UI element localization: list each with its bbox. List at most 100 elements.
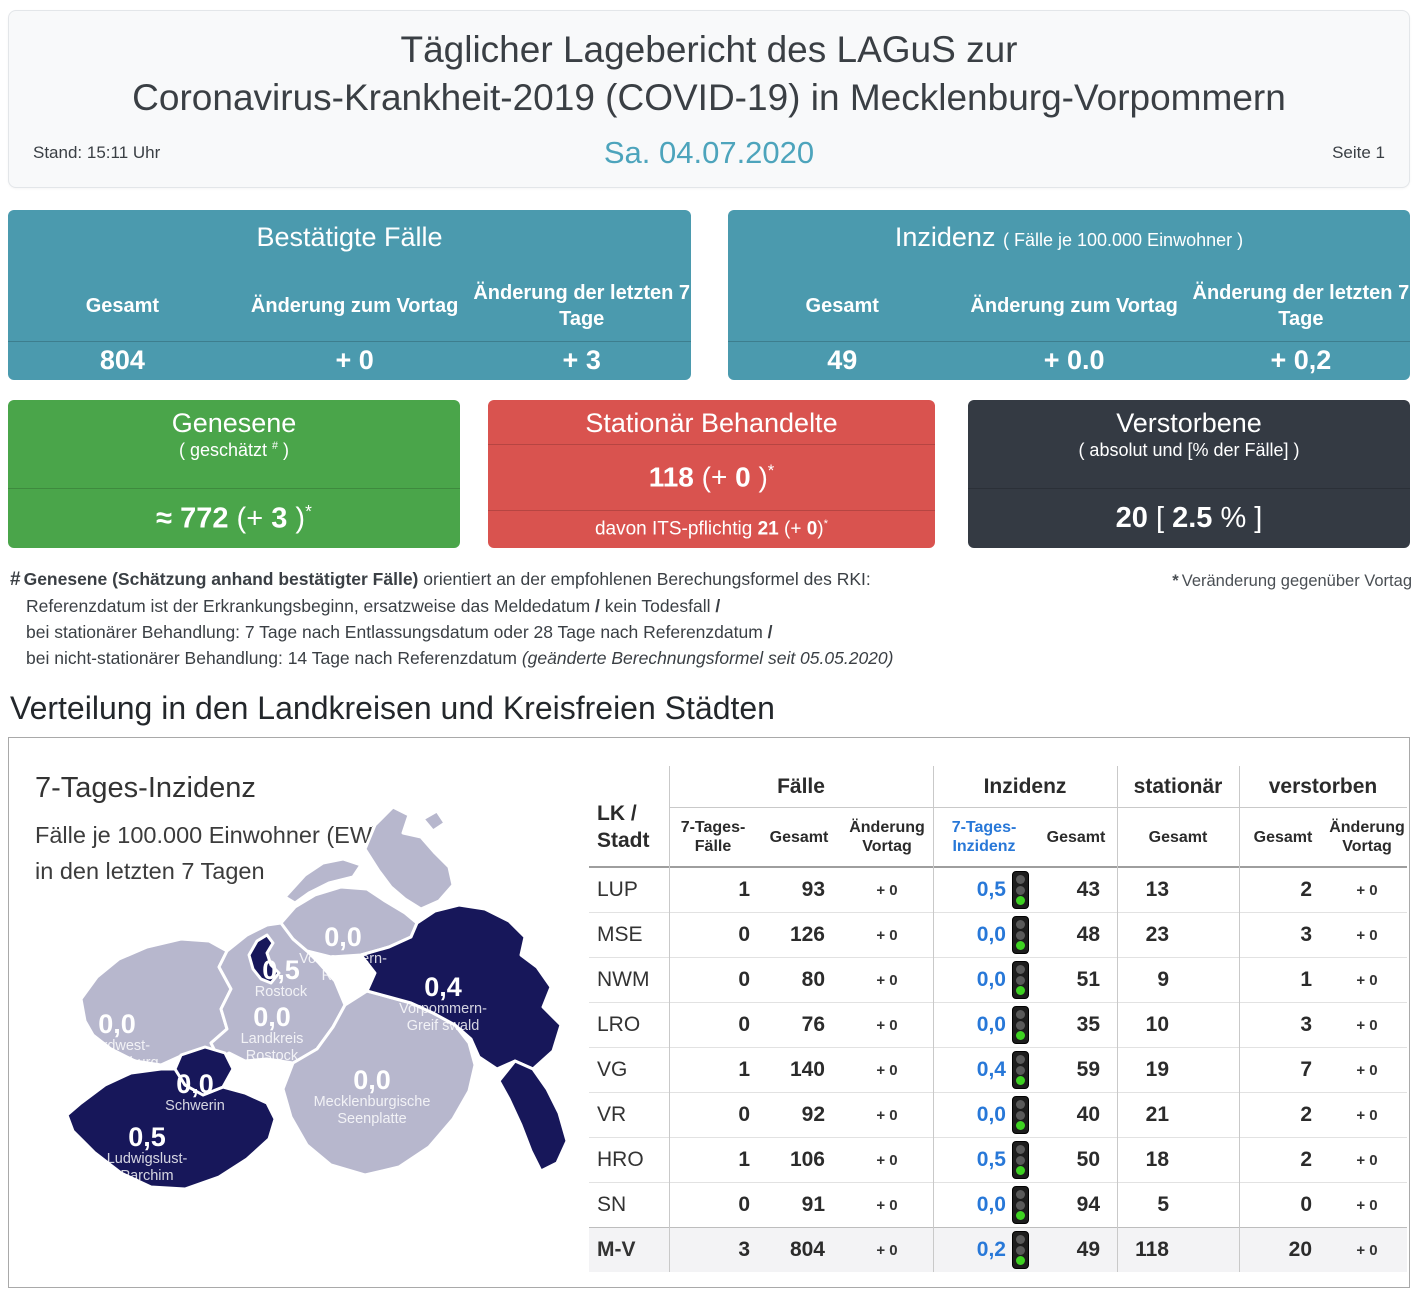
cell-7day-cases: 0 <box>738 1013 750 1036</box>
cell-deceased-change: + 0 <box>1356 1196 1378 1214</box>
divider <box>488 510 935 511</box>
cell-cases-total: 91 <box>801 1193 825 1216</box>
cell-incidence-total: 50 <box>1076 1148 1100 1171</box>
region-darss-peninsula-shape <box>283 857 363 905</box>
recovered-footnote: # Genesene (Schätzung anhand bestätigter … <box>10 569 894 668</box>
icu-value: davon ITS-pflichtig 21 (+ 0)* <box>594 517 829 540</box>
cell-incidence-total: 49 <box>1035 1228 1117 1272</box>
deaths-value: 20 [ 2.5 % ] <box>1115 501 1263 534</box>
confirmed-7day-value: + 3 <box>562 345 601 375</box>
col-header-deceased-change: Änderung Vortag <box>1329 819 1405 855</box>
map-svg <box>65 805 569 1191</box>
cell-7day-incidence: 0,4 <box>933 1048 1035 1092</box>
region-nordwestmecklenburg-shape <box>79 937 233 1067</box>
column-divider <box>669 766 670 1272</box>
row-divider <box>589 1092 1407 1093</box>
report-timestamp: Stand: 15:11 Uhr <box>33 143 161 162</box>
table-row-region: LUP <box>597 878 638 901</box>
cell-cases-total: 92 <box>801 1103 825 1126</box>
cell-7day-cases: 0 <box>738 1103 750 1126</box>
cell-incidence-total: 43 <box>1076 878 1100 901</box>
incidence-7day-label: Änderung der letzten 7 Tage <box>1192 282 1410 330</box>
deaths-box: Verstorbene ( absolut und [% der Fälle] … <box>968 400 1410 548</box>
cell-7day-cases: 1 <box>738 1148 750 1171</box>
incidence-title-note: ( Fälle je 100.000 Einwohner ) <box>1002 230 1244 250</box>
cell-cases-total: 140 <box>789 1058 825 1081</box>
row-divider <box>589 1002 1407 1003</box>
cell-incidence-total: 35 <box>1076 1013 1100 1036</box>
confirmed-7day-label: Änderung der letzten 7 Tage <box>473 282 691 330</box>
cell-7day-cases: 0 <box>738 968 750 991</box>
col-group-deceased: verstorben <box>1239 766 1407 808</box>
traffic-light-icon <box>1012 1051 1029 1089</box>
recovered-box: Genesene ( geschätzt # ) ≈ 772 (+ 3 )* <box>8 400 460 548</box>
asterisk-footnote: * Veränderung gegenüber Vortag <box>1172 572 1412 590</box>
confirmed-total-value: 804 <box>99 345 145 375</box>
cell-cases-change: + 0 <box>876 1151 898 1169</box>
cell-7day-incidence: 0,0 <box>933 913 1035 957</box>
table-row-region-total: M-V <box>589 1228 669 1272</box>
section-title: Verteilung in den Landkreisen und Kreisf… <box>10 690 775 726</box>
district-table: LK / Stadt Fälle Inzidenz stationär verst… <box>589 766 1407 1272</box>
recovered-subtitle: ( geschätzt # ) <box>178 440 290 460</box>
cell-deceased: 20 <box>1239 1228 1327 1272</box>
cell-stationary: 21 <box>1145 1103 1169 1126</box>
table-row-region: NWM <box>597 968 650 991</box>
col-header-7day-incidence: 7-Tages- Inzidenz <box>951 819 1017 855</box>
cell-cases-change: + 0 <box>876 971 898 989</box>
col-header-deceased-total: Gesamt <box>1253 828 1313 846</box>
cell-stationary: 118 <box>1117 1228 1239 1272</box>
cell-deceased-change: + 0 <box>1356 926 1378 944</box>
cell-stationary: 13 <box>1145 878 1169 901</box>
hash-symbol: # <box>10 569 21 590</box>
traffic-light-icon <box>1012 1141 1029 1179</box>
region-usedom-arm-shape <box>497 1059 569 1173</box>
cell-7day-incidence: 0,0 <box>933 1003 1035 1047</box>
table-row-region: VR <box>597 1103 627 1126</box>
row-divider <box>589 1227 1407 1228</box>
row-divider <box>589 912 1407 913</box>
confirmed-cases-title: Bestätigte Fälle <box>256 222 443 252</box>
district-panel: 7-Tages-Inzidenz Fälle je 100.000 Einwoh… <box>8 737 1410 1288</box>
report-title-line1: Täglicher Lagebericht des LAGuS zur <box>400 29 1018 70</box>
region-ruegen-island-shape <box>363 805 455 911</box>
region-ruegen-islet-shape <box>421 809 447 833</box>
row-divider <box>589 957 1407 958</box>
confirmed-change-label: Änderung zum Vortag <box>250 295 459 317</box>
incidence-title: Inzidenz ( Fälle je 100.000 Einwohner ) <box>894 222 1244 252</box>
map-title: 7-Tages-Inzidenz <box>35 772 256 804</box>
report-header: Täglicher Lagebericht des LAGuS zur Coro… <box>8 10 1410 188</box>
region-schwerin-shape <box>173 1045 235 1097</box>
cell-deceased: 3 <box>1300 923 1312 946</box>
incidence-total-label: Gesamt <box>805 295 879 317</box>
cell-deceased-change: + 0 <box>1356 1061 1378 1079</box>
cell-7day-incidence: 0,0 <box>933 1093 1035 1137</box>
col-group-incidence: Inzidenz <box>933 766 1117 808</box>
cell-cases-total: 106 <box>789 1148 825 1171</box>
table-row-region: VG <box>597 1058 628 1081</box>
cell-incidence-total: 48 <box>1076 923 1100 946</box>
traffic-light-icon <box>1012 1096 1029 1134</box>
deaths-title: Verstorbene <box>1116 408 1262 438</box>
cell-7day-incidence: 0,0 <box>933 1183 1035 1227</box>
divider <box>8 488 460 489</box>
cell-cases-change: + 0 <box>876 1106 898 1124</box>
cell-deceased: 0 <box>1300 1193 1312 1216</box>
map-subtitle-1: Fälle je 100.000 Einwohner (EW) <box>35 822 380 848</box>
traffic-light-icon <box>1012 1186 1029 1224</box>
cell-deceased: 2 <box>1300 1103 1312 1126</box>
cell-deceased: 3 <box>1300 1013 1312 1036</box>
confirmed-total-label: Gesamt <box>85 295 160 317</box>
incidence-box: Inzidenz ( Fälle je 100.000 Einwohner ) … <box>728 210 1410 380</box>
mecklenburg-vorpommern-map: 0,0 Nordwest- mecklenburg 0,0 Schwerin 0… <box>23 763 589 1253</box>
divider <box>728 341 1410 342</box>
incidence-change-value: + 0.0 <box>1043 345 1105 375</box>
row-divider <box>589 1182 1407 1183</box>
report-title-line2: Coronavirus-Krankheit-2019 (COVID-19) in… <box>132 77 1286 118</box>
page-number: Seite 1 <box>1332 143 1385 162</box>
region-mecklenburgische-seenplatte-shape <box>281 989 477 1177</box>
incidence-7day-value: + 0,2 <box>1270 345 1332 375</box>
header-rule <box>589 866 1407 868</box>
cell-cases-change: + 0 <box>876 1196 898 1214</box>
